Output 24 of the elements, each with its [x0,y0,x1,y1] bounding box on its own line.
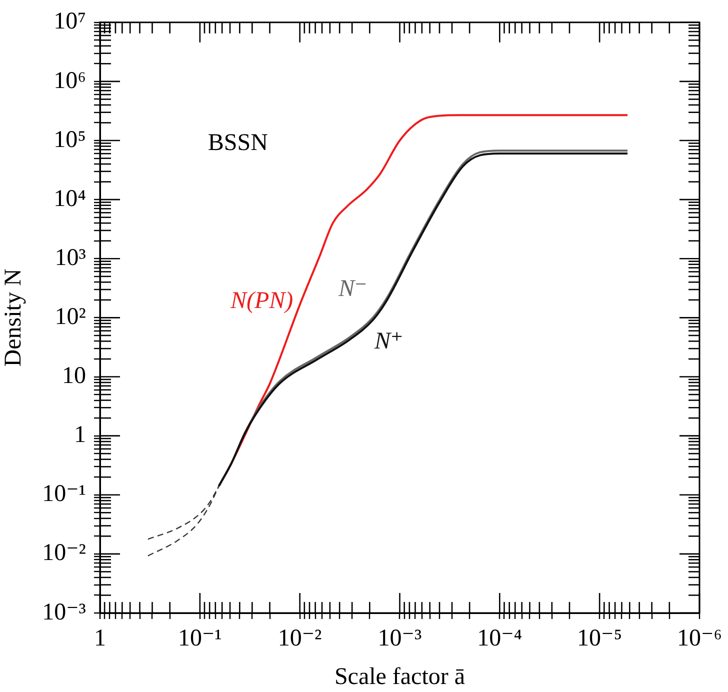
annotation: BSSN [208,130,268,156]
x-tick-label: 10⁻⁵ [577,626,622,652]
x-tick-label: 10⁻⁶ [676,626,722,652]
x-tick-label: 10⁻² [278,626,322,652]
y-tick-label: 10⁻² [42,540,86,566]
series-label: N⁺ [373,328,404,354]
y-tick-label: 10 [62,363,86,390]
y-tick-label: 10³ [54,244,86,271]
series-label: N⁻ [337,276,368,302]
y-tick-label: 1 [74,422,86,448]
x-axis-title: Scale factor ā [334,664,466,690]
y-tick-label: 10⁴ [54,186,86,212]
y-tick-label: 10⁷ [54,8,86,35]
y-axis-title: Density N [0,268,27,367]
y-tick-label: 10⁶ [54,68,86,94]
x-tick-label: 10⁻³ [378,626,422,652]
x-tick-label: 1 [94,626,106,652]
x-tick-label: 10⁻⁴ [477,626,522,652]
y-tick-label: 10⁻³ [42,599,86,626]
y-tick-label: 10⁻¹ [42,481,86,508]
y-tick-label: 10⁵ [54,126,86,153]
series-label: N(PN) [229,288,294,314]
y-tick-label: 10² [54,304,86,330]
x-tick-label: 10⁻¹ [178,626,222,652]
